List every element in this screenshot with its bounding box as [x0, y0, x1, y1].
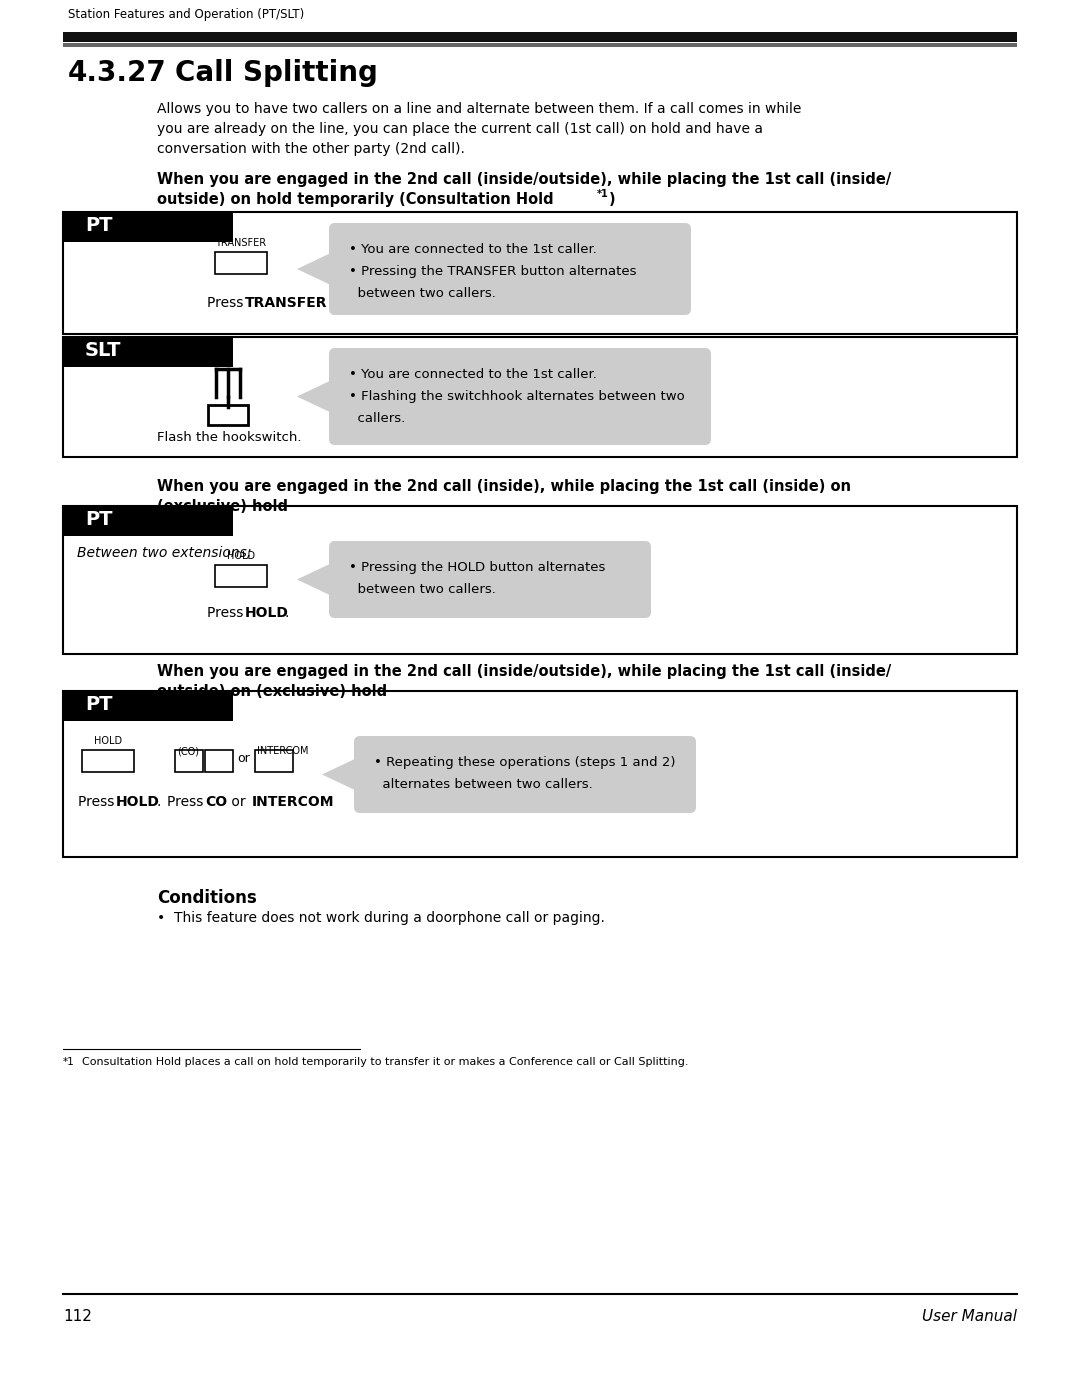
Bar [82, 750, 134, 773]
Text: User Manual: User Manual [922, 1309, 1017, 1324]
Text: When you are engaged in the 2nd call (inside/outside), while placing the 1st cal: When you are engaged in the 2nd call (in… [157, 664, 891, 679]
Text: HOLD: HOLD [94, 736, 122, 746]
Bar [63, 506, 233, 536]
Bar [63, 32, 1017, 42]
Text: • Flashing the switchhook alternates between two: • Flashing the switchhook alternates bet… [349, 390, 685, 402]
Text: Press: Press [78, 795, 119, 809]
Bar [63, 692, 1017, 856]
Text: PT: PT [85, 694, 112, 714]
Text: • Pressing the TRANSFER button alternates: • Pressing the TRANSFER button alternate… [349, 265, 636, 278]
Text: CO: CO [205, 795, 227, 809]
Text: outside) on (exclusive) hold: outside) on (exclusive) hold [157, 685, 387, 698]
Text: ): ) [609, 191, 616, 207]
Text: between two callers.: between two callers. [349, 286, 496, 300]
Text: *1: *1 [63, 1058, 75, 1067]
Text: *1: *1 [597, 189, 609, 198]
Text: .: . [285, 606, 289, 620]
Bar [63, 692, 233, 721]
Text: Between two extensions;: Between two extensions; [77, 546, 252, 560]
FancyBboxPatch shape [329, 541, 651, 617]
Bar [255, 750, 293, 773]
Bar [215, 251, 267, 274]
Text: you are already on the line, you can place the current call (1st call) on hold a: you are already on the line, you can pla… [157, 122, 762, 136]
Bar [205, 750, 233, 773]
Text: TRANSFER: TRANSFER [245, 296, 327, 310]
Text: .: . [156, 795, 160, 809]
Text: INTERCOM: INTERCOM [252, 795, 335, 809]
Text: • You are connected to the 1st caller.: • You are connected to the 1st caller. [349, 367, 597, 381]
FancyBboxPatch shape [354, 736, 696, 813]
Text: Allows you to have two callers on a line and alternate between them. If a call c: Allows you to have two callers on a line… [157, 102, 801, 116]
Polygon shape [297, 562, 335, 598]
Text: • You are connected to the 1st caller.: • You are connected to the 1st caller. [349, 243, 597, 256]
Text: .: . [324, 795, 328, 809]
Text: Conditions: Conditions [157, 888, 257, 907]
Bar [208, 405, 248, 425]
FancyBboxPatch shape [329, 224, 691, 314]
Polygon shape [297, 379, 335, 415]
Text: Press: Press [207, 296, 247, 310]
Text: Call Splitting: Call Splitting [175, 59, 378, 87]
Text: PT: PT [85, 217, 112, 235]
Text: When you are engaged in the 2nd call (inside), while placing the 1st call (insid: When you are engaged in the 2nd call (in… [157, 479, 851, 495]
Text: SLT: SLT [85, 341, 121, 360]
Text: alternates between two callers.: alternates between two callers. [374, 778, 593, 791]
Text: HOLD: HOLD [227, 550, 255, 562]
Text: 4.3.27: 4.3.27 [68, 59, 166, 87]
Text: Press: Press [167, 795, 207, 809]
Text: or: or [237, 752, 249, 764]
Text: Station Features and Operation (PT/SLT): Station Features and Operation (PT/SLT) [68, 8, 305, 21]
Text: between two callers.: between two callers. [349, 583, 496, 597]
Text: When you are engaged in the 2nd call (inside/outside), while placing the 1st cal: When you are engaged in the 2nd call (in… [157, 172, 891, 187]
Text: •  This feature does not work during a doorphone call or paging.: • This feature does not work during a do… [157, 911, 605, 925]
Text: TRANSFER: TRANSFER [215, 237, 267, 249]
Bar [175, 750, 203, 773]
Polygon shape [322, 757, 360, 792]
Text: (CO): (CO) [177, 746, 199, 756]
Text: or: or [227, 795, 249, 809]
Text: callers.: callers. [349, 412, 405, 425]
Bar [63, 43, 1017, 47]
Text: HOLD: HOLD [245, 606, 288, 620]
Text: conversation with the other party (2nd call).: conversation with the other party (2nd c… [157, 142, 464, 156]
Text: Flash the hookswitch.: Flash the hookswitch. [157, 432, 301, 444]
Text: • Repeating these operations (steps 1 and 2): • Repeating these operations (steps 1 an… [374, 756, 675, 768]
Bar [63, 212, 233, 242]
Text: PT: PT [85, 510, 112, 529]
Bar [215, 564, 267, 587]
FancyBboxPatch shape [329, 348, 711, 446]
Text: 112: 112 [63, 1309, 92, 1324]
Text: • Pressing the HOLD button alternates: • Pressing the HOLD button alternates [349, 562, 606, 574]
Text: INTERCOM: INTERCOM [257, 746, 309, 756]
Bar [63, 212, 1017, 334]
Text: (exclusive) hold: (exclusive) hold [157, 499, 288, 514]
Text: outside) on hold temporarily (Consultation Hold: outside) on hold temporarily (Consultati… [157, 191, 554, 207]
Bar [63, 506, 1017, 654]
Bar [63, 337, 1017, 457]
Text: HOLD: HOLD [116, 795, 160, 809]
Polygon shape [297, 251, 335, 286]
Text: Press: Press [207, 606, 247, 620]
Text: Consultation Hold places a call on hold temporarily to transfer it or makes a Co: Consultation Hold places a call on hold … [75, 1058, 689, 1067]
Bar [63, 337, 233, 367]
Text: .: . [318, 296, 322, 310]
